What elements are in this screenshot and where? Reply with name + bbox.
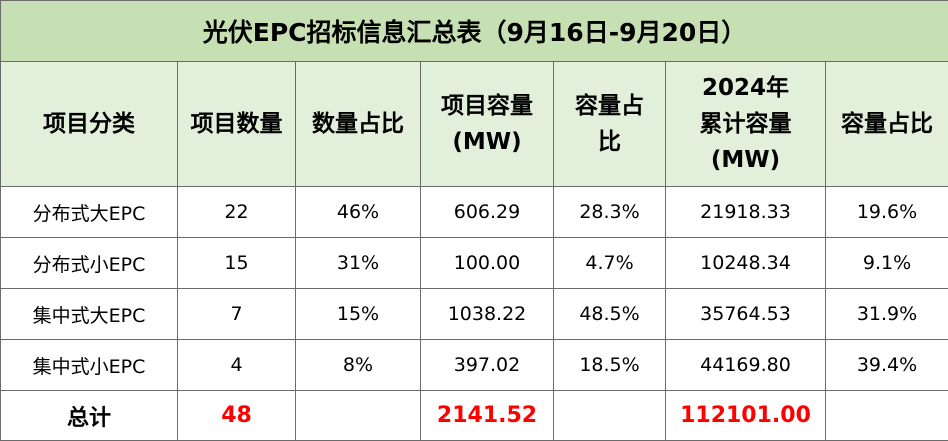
value-cell: 44169.80 (666, 340, 826, 391)
header-line: (MW) (666, 142, 825, 178)
category-cell: 分布式小EPC (1, 238, 178, 289)
value-cell: 22 (178, 187, 296, 238)
category-cell: 集中式大EPC (1, 289, 178, 340)
value-cell: 1038.22 (421, 289, 554, 340)
total-count: 48 (178, 391, 296, 441)
value-cell: 4 (178, 340, 296, 391)
value-cell: 15 (178, 238, 296, 289)
header-line: (MW) (421, 124, 553, 160)
value-cell: 48.5% (554, 289, 666, 340)
value-cell: 9.1% (826, 238, 948, 289)
value-cell: 21918.33 (666, 187, 826, 238)
value-cell: 100.00 (421, 238, 554, 289)
header-line: 容量占比 (826, 106, 948, 142)
header-cell: 项目容量(MW) (421, 62, 554, 187)
header-line: 累计容量 (666, 106, 825, 142)
value-cell: 19.6% (826, 187, 948, 238)
value-cell: 28.3% (554, 187, 666, 238)
header-line: 数量占比 (296, 106, 420, 142)
header-line: 容量占 (554, 88, 665, 124)
value-cell: 7 (178, 289, 296, 340)
value-cell: 15% (296, 289, 421, 340)
total-label: 总计 (1, 391, 178, 441)
total-capacity: 2141.52 (421, 391, 554, 441)
header-cell: 数量占比 (296, 62, 421, 187)
value-cell: 46% (296, 187, 421, 238)
header-cell: 容量占比 (826, 62, 948, 187)
header-cell: 项目分类 (1, 62, 178, 187)
header-cell: 2024年累计容量(MW) (666, 62, 826, 187)
blank-cell (826, 391, 948, 441)
header-cell: 容量占比 (554, 62, 666, 187)
header-line: 项目分类 (1, 106, 177, 142)
value-cell: 18.5% (554, 340, 666, 391)
blank-cell (296, 391, 421, 441)
value-cell: 4.7% (554, 238, 666, 289)
category-cell: 集中式小EPC (1, 340, 178, 391)
header-line: 项目数量 (178, 106, 295, 142)
header-line: 比 (554, 124, 665, 160)
header-line: 项目容量 (421, 88, 553, 124)
value-cell: 31.9% (826, 289, 948, 340)
value-cell: 39.4% (826, 340, 948, 391)
value-cell: 10248.34 (666, 238, 826, 289)
value-cell: 606.29 (421, 187, 554, 238)
table-title: 光伏EPC招标信息汇总表（9月16日-9月20日） (1, 1, 948, 62)
header-cell: 项目数量 (178, 62, 296, 187)
total-cumulative: 112101.00 (666, 391, 826, 441)
header-line: 2024年 (666, 70, 825, 106)
title-row: 光伏EPC招标信息汇总表（9月16日-9月20日） (1, 1, 948, 62)
value-cell: 8% (296, 340, 421, 391)
value-cell: 35764.53 (666, 289, 826, 340)
value-cell: 397.02 (421, 340, 554, 391)
category-cell: 分布式大EPC (1, 187, 178, 238)
value-cell: 31% (296, 238, 421, 289)
blank-cell (554, 391, 666, 441)
